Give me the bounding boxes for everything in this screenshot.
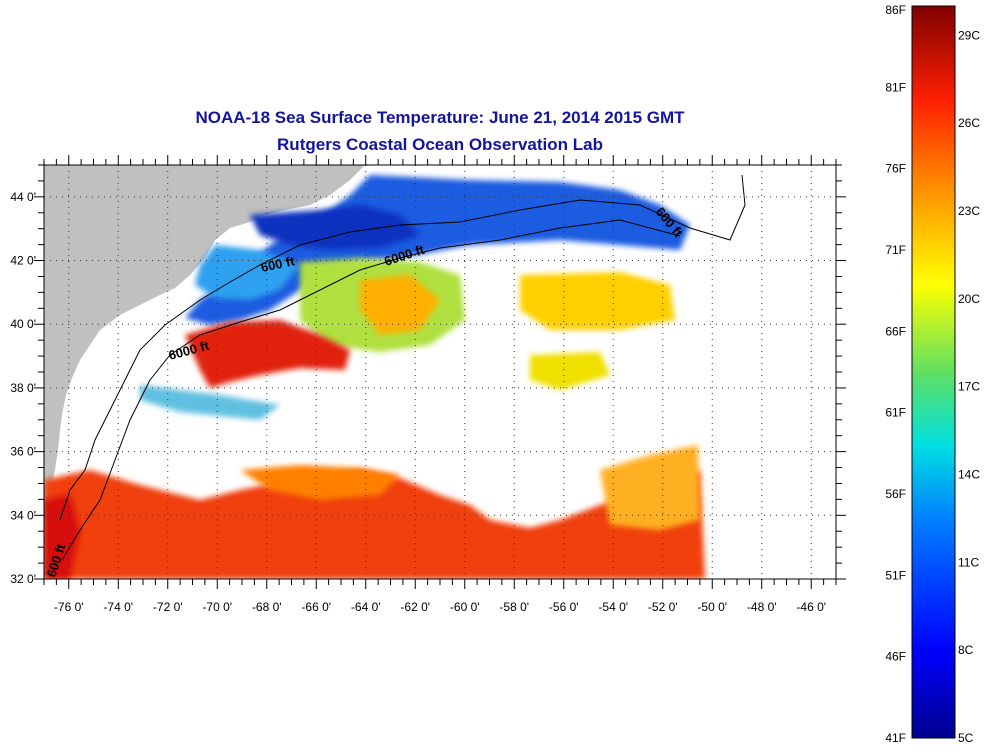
southern-warm-water	[44, 470, 705, 579]
longitude-tick-label: -76 0'	[54, 600, 84, 614]
longitude-tick-label: -52 0'	[648, 600, 678, 614]
colorbar-f-label: 76F	[885, 162, 906, 176]
colorbar-c-label: 11C	[958, 555, 979, 569]
map-ticks	[34, 155, 846, 589]
southern-orange-band	[240, 465, 400, 500]
colorbar-f-label: 81F	[885, 80, 906, 94]
colorbar-fahrenheit-labels: 86F 81F 76F 71F 66F 61F 56F 51F 46F 41F	[885, 3, 906, 745]
longitude-tick-label: -60 0'	[450, 600, 480, 614]
map-grid	[44, 165, 836, 579]
southeast-patch	[600, 445, 700, 530]
land-mass	[44, 165, 365, 520]
colorbar-f-label: 86F	[885, 3, 906, 17]
colorbar-f-label: 66F	[885, 324, 906, 338]
longitude-tick-label: -48 0'	[747, 600, 777, 614]
colorbar-c-label: 17C	[958, 380, 980, 394]
colorbar-c-label: 5C	[958, 731, 974, 745]
longitude-tick-label: -54 0'	[598, 600, 628, 614]
latitude-labels: 32 0' 34 0' 36 0' 38 0' 40 0' 42 0' 44 0'	[10, 190, 36, 586]
longitude-labels: -76 0' -74 0' -72 0' -70 0' -68 0' -66 0' -64 …	[54, 600, 826, 614]
latitude-tick-label: 36 0'	[10, 445, 36, 459]
longitude-tick-label: -74 0'	[103, 600, 133, 614]
nearshore-cold	[250, 205, 420, 250]
patch-central	[520, 272, 675, 330]
longitude-tick-label: -46 0'	[796, 600, 826, 614]
longitude-tick-label: -72 0'	[153, 600, 183, 614]
latitude-tick-label: 38 0'	[10, 381, 36, 395]
sst-field: 600 ft 6000 ft 6000 ft 600 ft 600 ft	[44, 165, 836, 579]
longitude-tick-label: -62 0'	[400, 600, 430, 614]
contour-label: 600 ft	[260, 253, 297, 275]
contour-6000ft	[61, 219, 681, 561]
latitude-tick-label: 32 0'	[10, 572, 36, 586]
southwest-red	[44, 495, 80, 579]
colorbar-f-label: 61F	[885, 406, 906, 420]
map-title: NOAA-18 Sea Surface Temperature: June 21…	[195, 108, 685, 127]
patch-east	[530, 352, 610, 390]
latitude-tick-label: 42 0'	[10, 254, 36, 268]
colorbar-c-label: 26C	[958, 116, 980, 130]
colorbar-c-label: 23C	[958, 204, 980, 218]
longitude-tick-label: -68 0'	[252, 600, 282, 614]
latitude-tick-label: 40 0'	[10, 317, 36, 331]
latitude-tick-label: 44 0'	[10, 190, 36, 204]
gulf-stream-core	[185, 320, 350, 388]
colorbar-c-label: 20C	[958, 292, 980, 306]
colorbar-c-label: 14C	[958, 467, 980, 481]
longitude-tick-label: -66 0'	[301, 600, 331, 614]
colorbar-c-label: 29C	[958, 28, 980, 42]
cold-shelf-water	[185, 175, 690, 325]
patch-mid	[140, 385, 280, 420]
longitude-tick-label: -50 0'	[697, 600, 727, 614]
colorbar-f-label: 46F	[885, 650, 906, 664]
longitude-tick-label: -56 0'	[549, 600, 579, 614]
colorbar-f-label: 51F	[885, 568, 906, 582]
colorbar-celsius-labels: 29C 26C 23C 20C 17C 14C 11C 8C 5C	[958, 28, 980, 745]
colorbar-f-label: 71F	[885, 243, 906, 257]
map-subtitle: Rutgers Coastal Ocean Observation Lab	[277, 135, 603, 154]
longitude-tick-label: -64 0'	[351, 600, 381, 614]
colorbar-c-label: 8C	[958, 643, 974, 657]
colorbar-f-label: 56F	[885, 487, 906, 501]
longitude-tick-label: -58 0'	[499, 600, 529, 614]
colorbar-f-label: 41F	[885, 731, 906, 745]
warm-eddy	[360, 275, 440, 335]
contour-600ft	[59, 174, 746, 521]
latitude-tick-label: 34 0'	[10, 508, 36, 522]
longitude-tick-label: -70 0'	[202, 600, 232, 614]
colorbar	[911, 5, 956, 739]
